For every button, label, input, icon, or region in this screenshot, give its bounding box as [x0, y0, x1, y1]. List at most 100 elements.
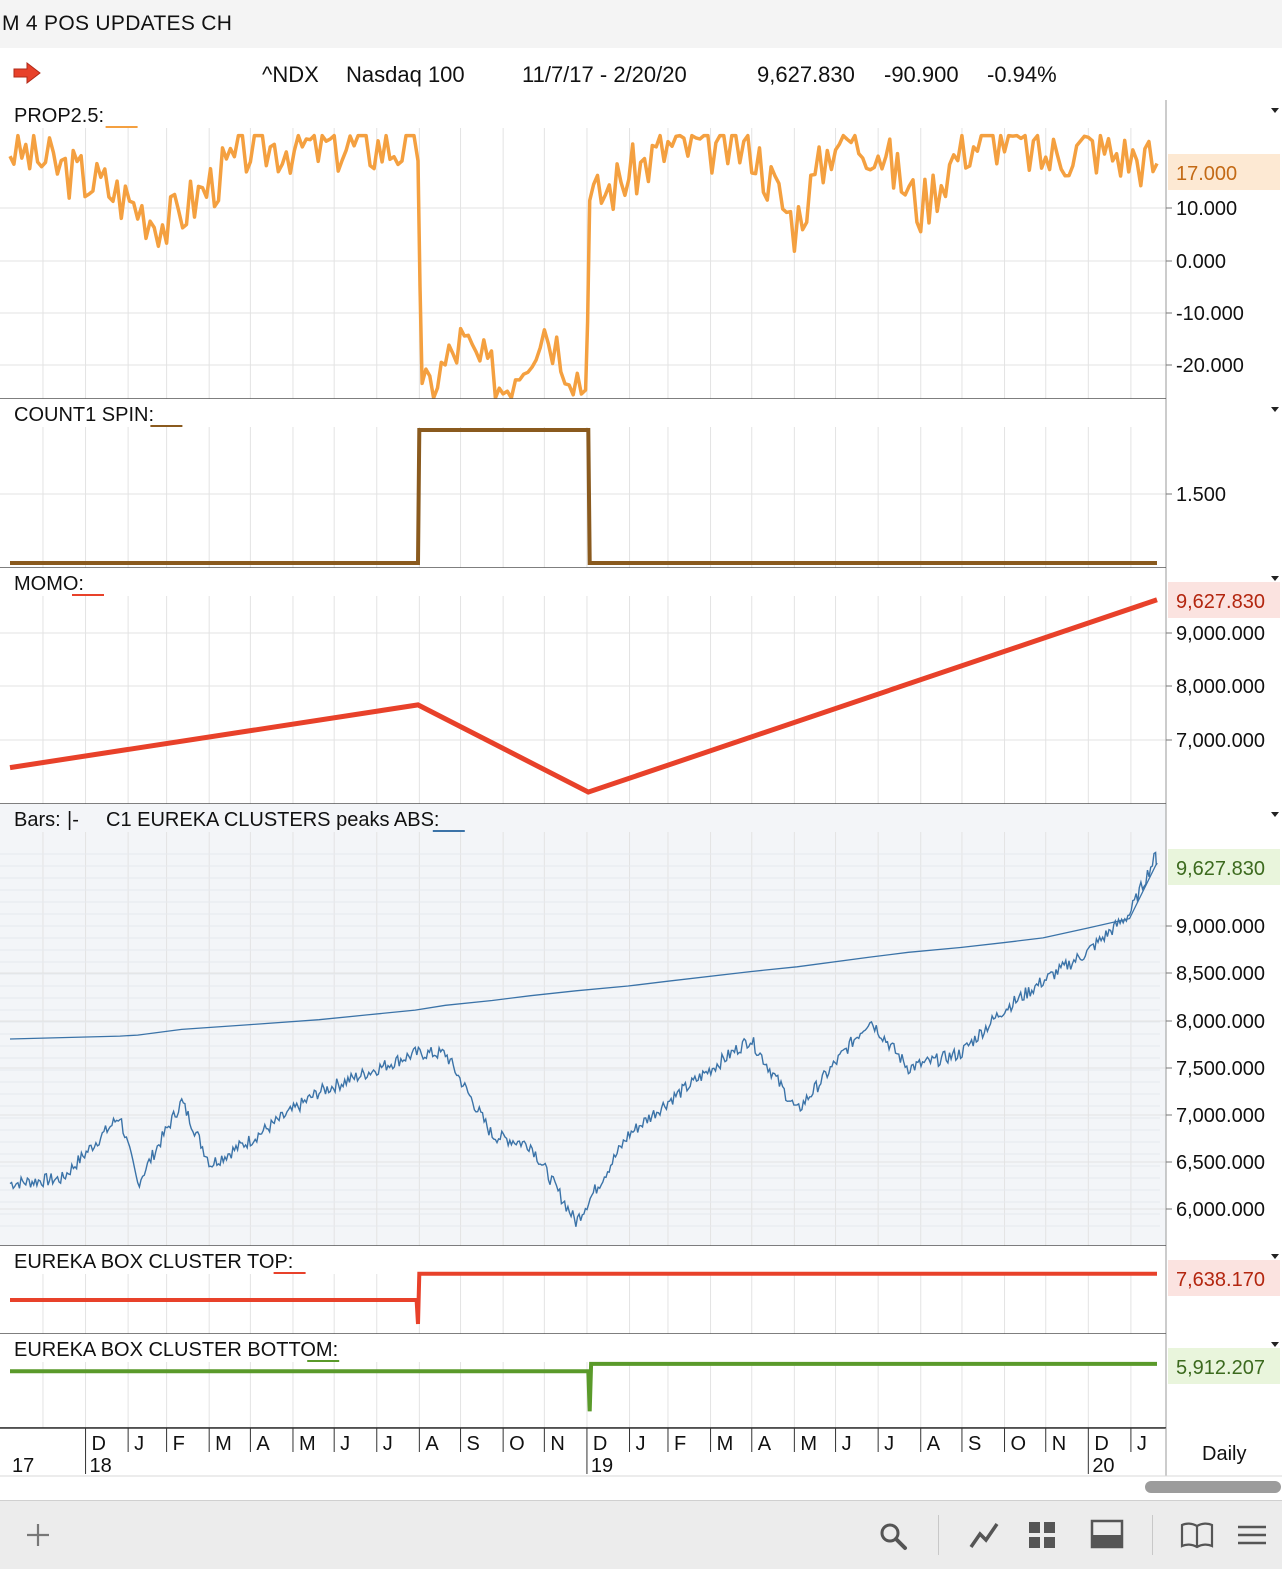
add-icon[interactable] [24, 1521, 52, 1549]
horizontal-scrollbar[interactable] [1145, 1481, 1281, 1493]
x-axis-month-label: M [299, 1433, 316, 1455]
window-title: M 4 POS UPDATES CH [2, 12, 233, 35]
x-axis-month-label: D [92, 1433, 106, 1455]
panel-menu-icon[interactable] [1271, 407, 1279, 412]
panel-label-prefix: Bars: [14, 809, 61, 831]
axis-tick-label: 0.000 [1176, 251, 1226, 273]
x-axis-month-label: O [509, 1433, 525, 1455]
price-change-percent: -0.94% [987, 62, 1057, 87]
axis-tick-label: 7,000.000 [1176, 730, 1265, 752]
x-axis-month-label: A [256, 1433, 270, 1455]
grid-layout-icon[interactable] [1028, 1521, 1056, 1549]
x-axis-month-label: D [1094, 1433, 1108, 1455]
axis-tick-label: 6,000.000 [1176, 1199, 1265, 1221]
interval-selector: Daily [1202, 1443, 1246, 1465]
search-icon[interactable] [878, 1521, 908, 1551]
panel-layout-icon[interactable] [1090, 1519, 1124, 1549]
panel-menu-icon[interactable] [1271, 812, 1279, 817]
panel-label: EUREKA BOX CLUSTER TOP: [14, 1251, 293, 1273]
panel-label: EUREKA BOX CLUSTER BOTTOM: [14, 1339, 338, 1361]
panel-background [0, 399, 1166, 568]
axis-tick-label: 7,000.000 [1176, 1105, 1265, 1127]
x-axis-month-label: N [550, 1433, 564, 1455]
line-chart-icon[interactable] [968, 1519, 1000, 1551]
axis-tick-label: -10.000 [1176, 303, 1244, 325]
toolbar-divider [1152, 1515, 1153, 1555]
indicator-series-line[interactable] [10, 1361, 1157, 1412]
date-range[interactable]: 11/7/17 - 2/20/20 [522, 62, 687, 87]
x-axis-month-label: F [173, 1433, 185, 1455]
axis-tick-label: 1.500 [1176, 484, 1226, 506]
bottom-toolbar [0, 1500, 1282, 1569]
last-value-badge [1168, 849, 1280, 885]
panel-label: COUNT1 SPIN: [14, 404, 154, 426]
symbol-ticker[interactable]: ^NDX [262, 62, 319, 87]
x-axis-month-label: J [383, 1433, 393, 1455]
axis-tick-label: 9,000.000 [1176, 916, 1265, 938]
last-value-badge [1168, 582, 1280, 618]
panel-label: C1 EUREKA CLUSTERS peaks ABS: [106, 809, 439, 831]
panel-menu-icon[interactable] [1271, 1342, 1279, 1347]
symbol-name: Nasdaq 100 [346, 62, 465, 87]
indicator-series-line[interactable] [9, 597, 1158, 795]
prop-series-line[interactable] [8, 133, 1159, 400]
x-axis-month-label: J [636, 1433, 646, 1455]
panel-background [0, 1334, 1166, 1428]
x-axis-year-label: 19 [591, 1455, 613, 1477]
x-axis-month-label: J [842, 1433, 852, 1455]
x-axis-month-label: S [467, 1433, 480, 1455]
axis-tick-label: 6,500.000 [1176, 1152, 1265, 1174]
x-axis-month-label: D [593, 1433, 607, 1455]
x-axis-month-label: F [674, 1433, 686, 1455]
axis-tick-label: 9,000.000 [1176, 623, 1265, 645]
last-value-label: 9,627.830 [1176, 858, 1265, 880]
last-value-label: 7,638.170 [1176, 1269, 1265, 1291]
x-axis-year-label: 20 [1092, 1455, 1114, 1477]
axis-tick-label: 8,000.000 [1176, 1011, 1265, 1033]
axis-tick-label: 10.000 [1176, 198, 1237, 220]
last-value-label: 17.000 [1176, 163, 1237, 185]
last-value-badge [1168, 1260, 1280, 1296]
arrow-right-icon[interactable] [12, 60, 42, 86]
indicator-series-line[interactable] [10, 1271, 1157, 1325]
x-axis-background [0, 1428, 1166, 1476]
panel-background [0, 804, 1166, 1246]
axis-tick-label: -20.000 [1176, 355, 1244, 377]
x-axis-month-label: A [425, 1433, 439, 1455]
panel-background [0, 100, 1166, 399]
last-value-badge [1168, 154, 1280, 190]
indicator-series-line[interactable] [10, 428, 1157, 565]
x-axis-month-label: S [968, 1433, 981, 1455]
x-axis-month-label: M [800, 1433, 817, 1455]
x-axis-month-label: J [134, 1433, 144, 1455]
last-value-label: 5,912.207 [1176, 1357, 1265, 1379]
book-icon[interactable] [1180, 1521, 1214, 1549]
x-axis-month-label: J [1137, 1433, 1147, 1455]
last-value-badge [1168, 1348, 1280, 1384]
clusters-peaks-line[interactable] [9, 862, 1158, 1040]
axis-tick-label: 8,500.000 [1176, 963, 1265, 985]
symbol-bar: ^NDX Nasdaq 100 11/7/17 - 2/20/20 9,627.… [0, 48, 1282, 100]
toolbar-divider [938, 1515, 939, 1555]
bars-style-marker: |- [67, 809, 79, 831]
panel-background [0, 1246, 1166, 1334]
x-axis-month-label: O [1011, 1433, 1027, 1455]
price-change: -90.900 [884, 62, 959, 87]
chart-area[interactable]: PROP2.5: 10.000 0.000 -10.000 -20.000 17.000 C… [0, 0, 1282, 1500]
x-axis-month-label: N [1052, 1433, 1066, 1455]
x-axis-month-label: M [717, 1433, 734, 1455]
x-axis-month-label: A [927, 1433, 941, 1455]
axis-tick-label: 7,500.000 [1176, 1058, 1265, 1080]
panel-menu-icon[interactable] [1271, 1254, 1279, 1259]
last-price: 9,627.830 [757, 62, 855, 87]
x-axis-year-label: 17 [12, 1455, 34, 1477]
panel-menu-icon[interactable] [1271, 576, 1279, 581]
menu-icon[interactable] [1237, 1523, 1267, 1547]
price-series-line[interactable] [9, 851, 1158, 1227]
x-axis-year-label: 18 [90, 1455, 112, 1477]
axis-tick-label: 8,000.000 [1176, 676, 1265, 698]
panel-label: PROP2.5: [14, 105, 104, 127]
x-axis-month-label: J [884, 1433, 894, 1455]
panel-menu-icon[interactable] [1271, 108, 1279, 113]
